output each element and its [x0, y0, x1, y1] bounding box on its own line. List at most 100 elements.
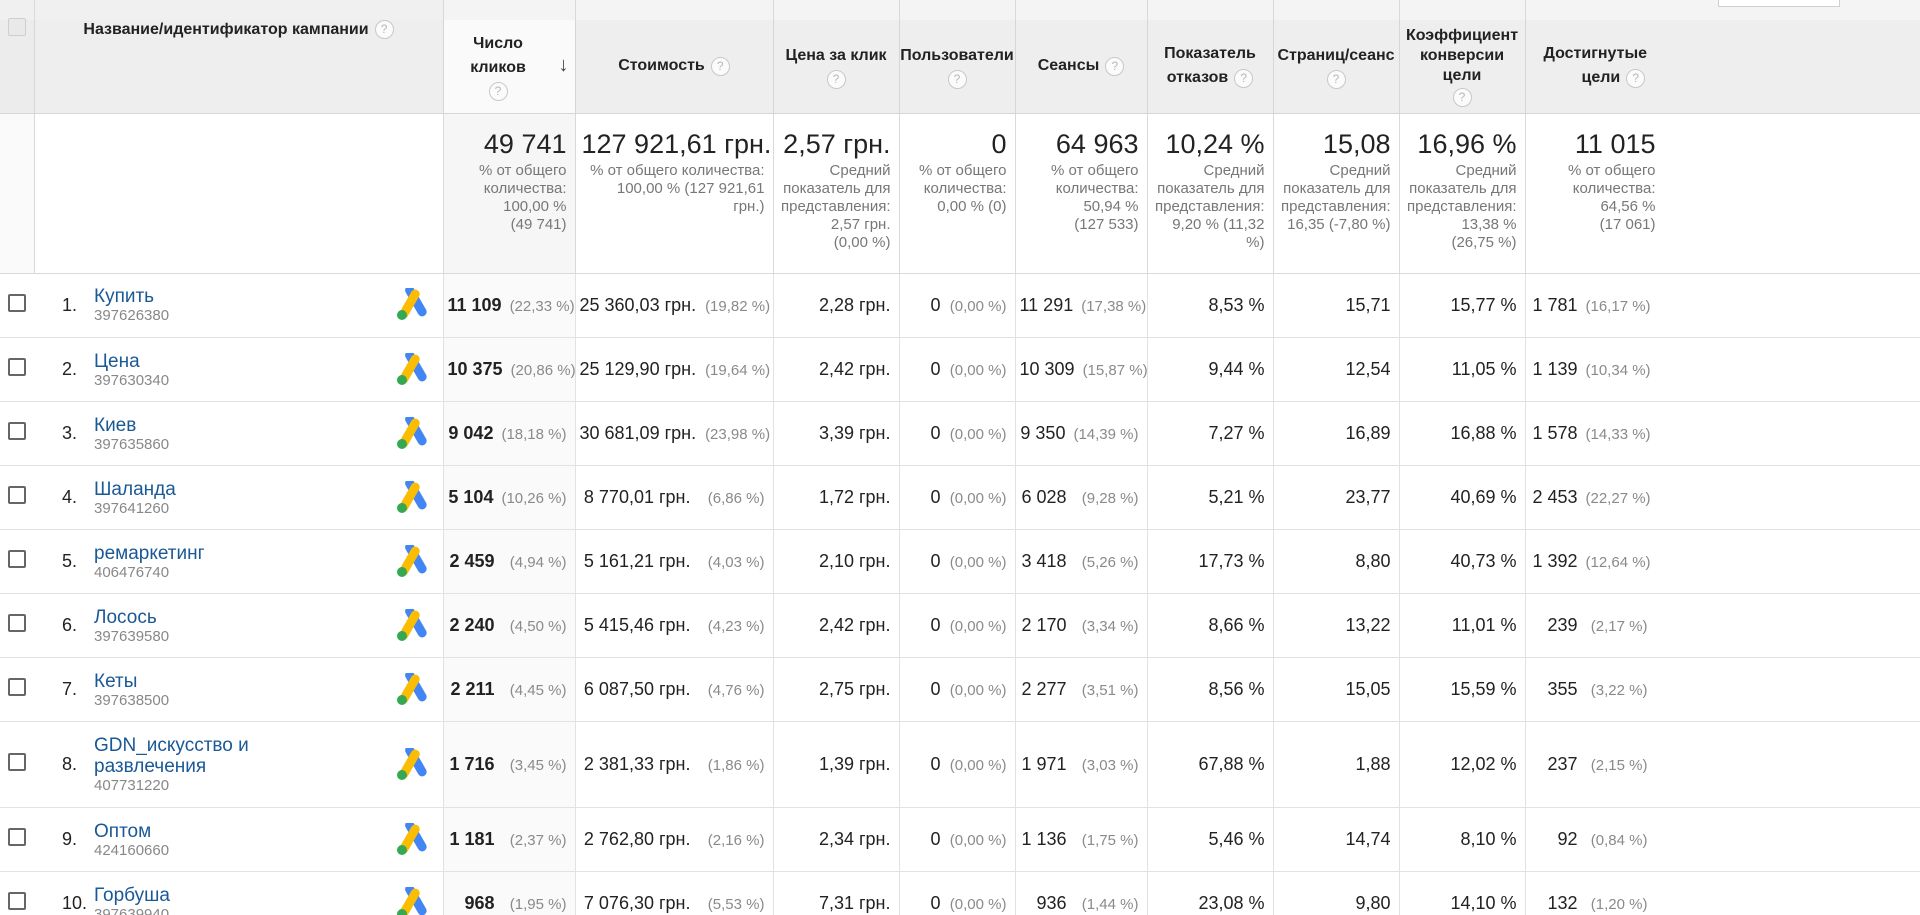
pages-cell: 15,05 [1273, 657, 1400, 722]
sort-desc-icon[interactable]: ↓ [558, 54, 569, 76]
clicks-share: (22,33 %) [509, 297, 575, 315]
cpc-cell: 2,10 грн. [773, 529, 900, 594]
bounce-cell: 8,66 % [1147, 593, 1274, 658]
clicks-share: (4,50 %) [509, 618, 567, 635]
google-ads-icon[interactable] [395, 288, 431, 322]
row-checkbox[interactable] [8, 753, 26, 771]
row-checkbox[interactable] [8, 614, 26, 632]
campaign-link[interactable]: Кеты [94, 670, 138, 692]
column-campaign[interactable]: Название/идентификатор кампании? [34, 20, 444, 114]
google-ads-icon[interactable] [395, 544, 431, 579]
users-value: 0 [930, 679, 941, 699]
cpc-cell: 2,34 грн. [773, 807, 900, 872]
google-ads-icon[interactable] [395, 822, 431, 857]
google-ads-icon[interactable] [395, 747, 431, 782]
campaign-link[interactable]: Киев [94, 414, 137, 436]
column-sessions[interactable]: Сеансы? [1015, 20, 1148, 114]
help-icon[interactable]: ? [1105, 56, 1125, 76]
help-icon[interactable]: ? [1234, 68, 1254, 88]
table-row[interactable]: 1. Купить 397626380 11 109 (22,33 %) 25 3… [0, 273, 1920, 338]
campaign-link[interactable]: Оптом [94, 820, 152, 842]
google-ads-icon[interactable] [395, 672, 431, 707]
row-checkbox[interactable] [8, 828, 26, 846]
google-ads-icon[interactable] [395, 886, 431, 915]
column-cpc[interactable]: Цена за клик ? [773, 20, 900, 114]
pages-value: 1,88 [1355, 754, 1391, 774]
pages-cell: 13,22 [1273, 593, 1400, 658]
total-sessions-note: % от общего количества: 50,94 % (127 533… [1022, 162, 1139, 234]
table-header: Название/идентификатор кампании? Число к… [0, 18, 1920, 114]
help-icon[interactable]: ? [710, 56, 730, 76]
campaign-link[interactable]: ремаркетинг [94, 542, 205, 564]
sessions-value: 2 170 [1021, 615, 1067, 635]
help-icon[interactable]: ? [374, 20, 394, 40]
google-ads-icon[interactable] [395, 352, 431, 387]
total-note-line: % от общего количества: [590, 161, 765, 179]
column-bounce-rate[interactable]: Показатель отказов? [1147, 20, 1274, 114]
row-checkbox[interactable] [8, 293, 26, 312]
table-row[interactable]: 2. Цена 397630340 10 375 (20,86 %) 25 129… [0, 337, 1920, 402]
bounce-cell: 5,21 % [1147, 465, 1274, 530]
row-number: 10. [34, 871, 94, 915]
row-checkbox[interactable] [8, 892, 26, 910]
conversion-cell: 40,73 % [1399, 529, 1526, 594]
help-icon[interactable]: ? [1326, 69, 1346, 89]
campaign-link[interactable]: Горбуша [94, 884, 170, 906]
users-cell: 0 (0,00 %) [899, 807, 1016, 872]
bounce-value: 17,73 % [1198, 551, 1265, 571]
pages-value: 16,89 [1345, 423, 1391, 443]
goals-share: (2,17 %) [1590, 618, 1648, 635]
column-clicks-label: Число кликов [470, 34, 526, 76]
cost-share: (19,64 %) [705, 362, 771, 379]
help-icon[interactable]: ? [947, 69, 967, 89]
table-row[interactable]: 9. Оптом 424160660 1 181 (2,37 %) 2 762,8… [0, 807, 1920, 872]
column-pages-per-session[interactable]: Страниц/сеанс ? [1273, 20, 1400, 114]
campaign-link[interactable]: Шаланда [94, 478, 176, 500]
table-row[interactable]: 8. GDN_искусство и развлечения 407731220… [0, 721, 1920, 808]
column-users[interactable]: Пользователи ? [899, 20, 1016, 114]
cost-value: 6 087,50 грн. [583, 679, 691, 699]
cost-share: (4,23 %) [707, 618, 765, 635]
total-cpc: 2,57 грн. Средний показатель для предста… [773, 113, 900, 274]
row-checkbox[interactable] [8, 358, 26, 376]
campaign-link[interactable]: Лосось [94, 606, 157, 628]
campaign-id: 406476740 [94, 563, 170, 581]
row-checkbox[interactable] [8, 678, 26, 696]
row-checkbox-cell [0, 529, 34, 594]
row-checkbox[interactable] [8, 422, 26, 440]
total-cost-value: 127 921,61 грн. [581, 128, 772, 159]
google-ads-icon[interactable] [395, 480, 431, 515]
campaign-link[interactable]: GDN_искусство и развлечения [94, 735, 249, 777]
row-number: 3. [34, 401, 94, 466]
users-share: (0,00 %) [949, 682, 1007, 699]
select-all-checkbox[interactable] [7, 18, 26, 36]
table-row[interactable]: 6. Лосось 397639580 2 240 (4,50 %) 5 415,… [0, 593, 1920, 658]
campaign-link[interactable]: Цена [94, 350, 140, 372]
total-note-line: 2,57 грн. [830, 215, 891, 233]
column-cost[interactable]: Стоимость? [575, 20, 774, 114]
cpc-cell: 2,42 грн. [773, 337, 900, 402]
column-users-label: Пользователи [900, 46, 1014, 64]
help-icon[interactable]: ? [1626, 68, 1646, 88]
row-checkbox[interactable] [8, 550, 26, 568]
cpc-value: 2,42 грн. [818, 615, 891, 635]
top-control[interactable] [1718, 0, 1840, 7]
help-icon[interactable]: ? [488, 81, 508, 101]
campaign-link[interactable]: Купить [94, 286, 155, 308]
table-row[interactable]: 3. Киев 397635860 9 042 (18,18 %) 30 681,… [0, 401, 1920, 466]
table-row[interactable]: 10. Горбуша 397639940 968 (1,95 %) 7 076,… [0, 871, 1920, 915]
row-checkbox[interactable] [8, 486, 26, 504]
google-ads-icon[interactable] [395, 416, 431, 451]
table-row[interactable]: 5. ремаркетинг 406476740 2 459 (4,94 %) 5… [0, 529, 1920, 594]
pages-cell: 14,74 [1273, 807, 1400, 872]
clicks-value: 1 716 [449, 754, 495, 774]
column-goal-conversion[interactable]: Коэффициент конверсии цели ? [1399, 20, 1526, 114]
column-clicks[interactable]: Число кликов ? ↓ [443, 20, 576, 114]
sessions-value: 11 291 [1019, 294, 1074, 315]
google-ads-icon[interactable] [395, 608, 431, 643]
help-icon[interactable]: ? [826, 69, 846, 89]
column-goal-completions[interactable]: Достигнутые цели? [1525, 20, 1920, 114]
table-row[interactable]: 7. Кеты 397638500 2 211 (4,45 %) 6 087,50… [0, 657, 1920, 722]
help-icon[interactable]: ? [1452, 87, 1472, 107]
table-row[interactable]: 4. Шаланда 397641260 5 104 (10,26 %) 8 77… [0, 465, 1920, 530]
